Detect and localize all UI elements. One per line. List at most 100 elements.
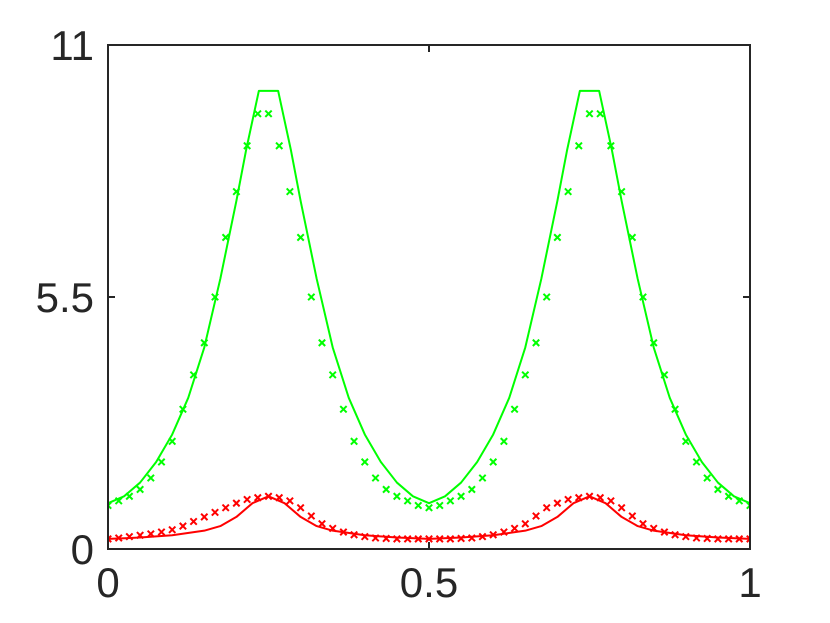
series-3-marker [489,530,498,539]
series-3-marker [136,531,145,540]
x-tick-label: 0.5 [400,559,458,606]
series-1-marker [617,187,626,196]
y-tick-label: 5.5 [36,274,94,321]
series-3-marker [649,524,658,533]
series-3-marker [403,535,412,543]
series-3 [108,492,750,543]
series-3-marker [350,530,358,539]
series-1-marker [200,338,209,347]
series-1-marker [425,503,433,512]
axes-box [107,44,751,550]
series-3-marker [318,519,326,528]
series-1-marker [275,141,284,150]
series-1-marker [500,437,508,446]
series-1-marker [703,474,712,482]
series-3-marker [328,524,337,533]
series-3-marker [596,493,605,502]
series-1-marker [136,485,145,494]
series-3-marker [285,496,294,505]
series-0-line [108,89,750,505]
series-1-marker [671,405,679,414]
series-3-marker [232,499,241,508]
series-1-marker [660,370,669,379]
ticks-layer [107,44,751,550]
series-3-marker [168,525,177,534]
series-3-marker [296,503,305,512]
series-3-marker [114,534,123,542]
series-1-marker [392,492,401,501]
series-3-marker [253,493,262,502]
series-1-marker [574,141,583,150]
series-1-marker [446,496,455,505]
series-3-marker [157,528,166,536]
series-1-marker [211,293,219,301]
series-3-marker [392,535,401,543]
series-1-marker [735,496,744,505]
series-1-marker [628,233,637,242]
series-1-marker [692,458,701,466]
series-3-marker [724,535,733,543]
series-3-marker [681,532,690,541]
series-1-marker [639,293,647,301]
series-3-marker [628,512,637,520]
series-1-marker [724,492,733,501]
series-1-marker [606,141,615,150]
series-1-marker [553,233,562,242]
series-3-marker [478,532,487,541]
series-1-marker [435,501,444,510]
series-1-marker [746,501,750,510]
series-1-marker [125,492,134,501]
series-3-marker [703,534,712,543]
series-3-marker [108,535,112,543]
series-1-marker [360,458,369,466]
series-3-marker [564,495,573,504]
series-3-marker [660,528,669,536]
series-3-marker [606,496,615,505]
series-3-marker [467,534,476,542]
series-3-marker [713,535,722,543]
series-1-marker [585,109,594,118]
series-3-marker [425,535,433,543]
x-tick-label: 0 [96,559,119,606]
series-1-marker [521,370,530,379]
series-3-marker [735,535,744,543]
series-3-marker [446,535,455,543]
labels-layer: 0 0.5 1 0 5.5 11 [36,22,762,606]
series-1-marker [564,187,573,196]
series-1-marker [114,496,123,505]
y-tick-label: 0 [71,526,94,573]
series-3-marker [692,534,701,542]
series-3-marker [125,532,134,541]
y-tick-label: 11 [50,22,94,69]
series-3-marker [574,493,583,502]
series-1-marker [296,233,305,242]
series-1-marker [510,405,519,414]
series-3-marker [275,493,284,502]
series-3-marker [671,530,679,539]
series-3-marker [243,495,252,504]
series-1-marker [532,338,540,347]
series-3-marker [211,508,219,517]
series-3-marker [146,529,155,538]
series-1-marker [157,458,166,466]
series-1-marker [146,474,155,482]
series-3-marker [553,499,562,508]
series-3-marker [532,512,540,520]
series-3-marker [339,528,348,536]
series-3-marker [221,503,230,512]
series-3-marker [457,534,466,543]
series-1-marker [339,405,348,414]
series-3-marker [360,532,369,541]
series-1-marker [681,437,690,446]
series-1-marker [328,370,337,379]
series-1-marker [189,370,198,379]
series-1-marker [285,187,294,196]
series-1-marker [403,496,412,505]
series-3-marker [542,503,551,512]
series-3-marker [639,519,647,528]
series-1-marker [489,458,498,466]
series-3-marker [521,519,530,528]
series-3-marker [189,517,198,526]
series-3-marker [585,492,594,501]
series-1-marker [382,485,391,494]
